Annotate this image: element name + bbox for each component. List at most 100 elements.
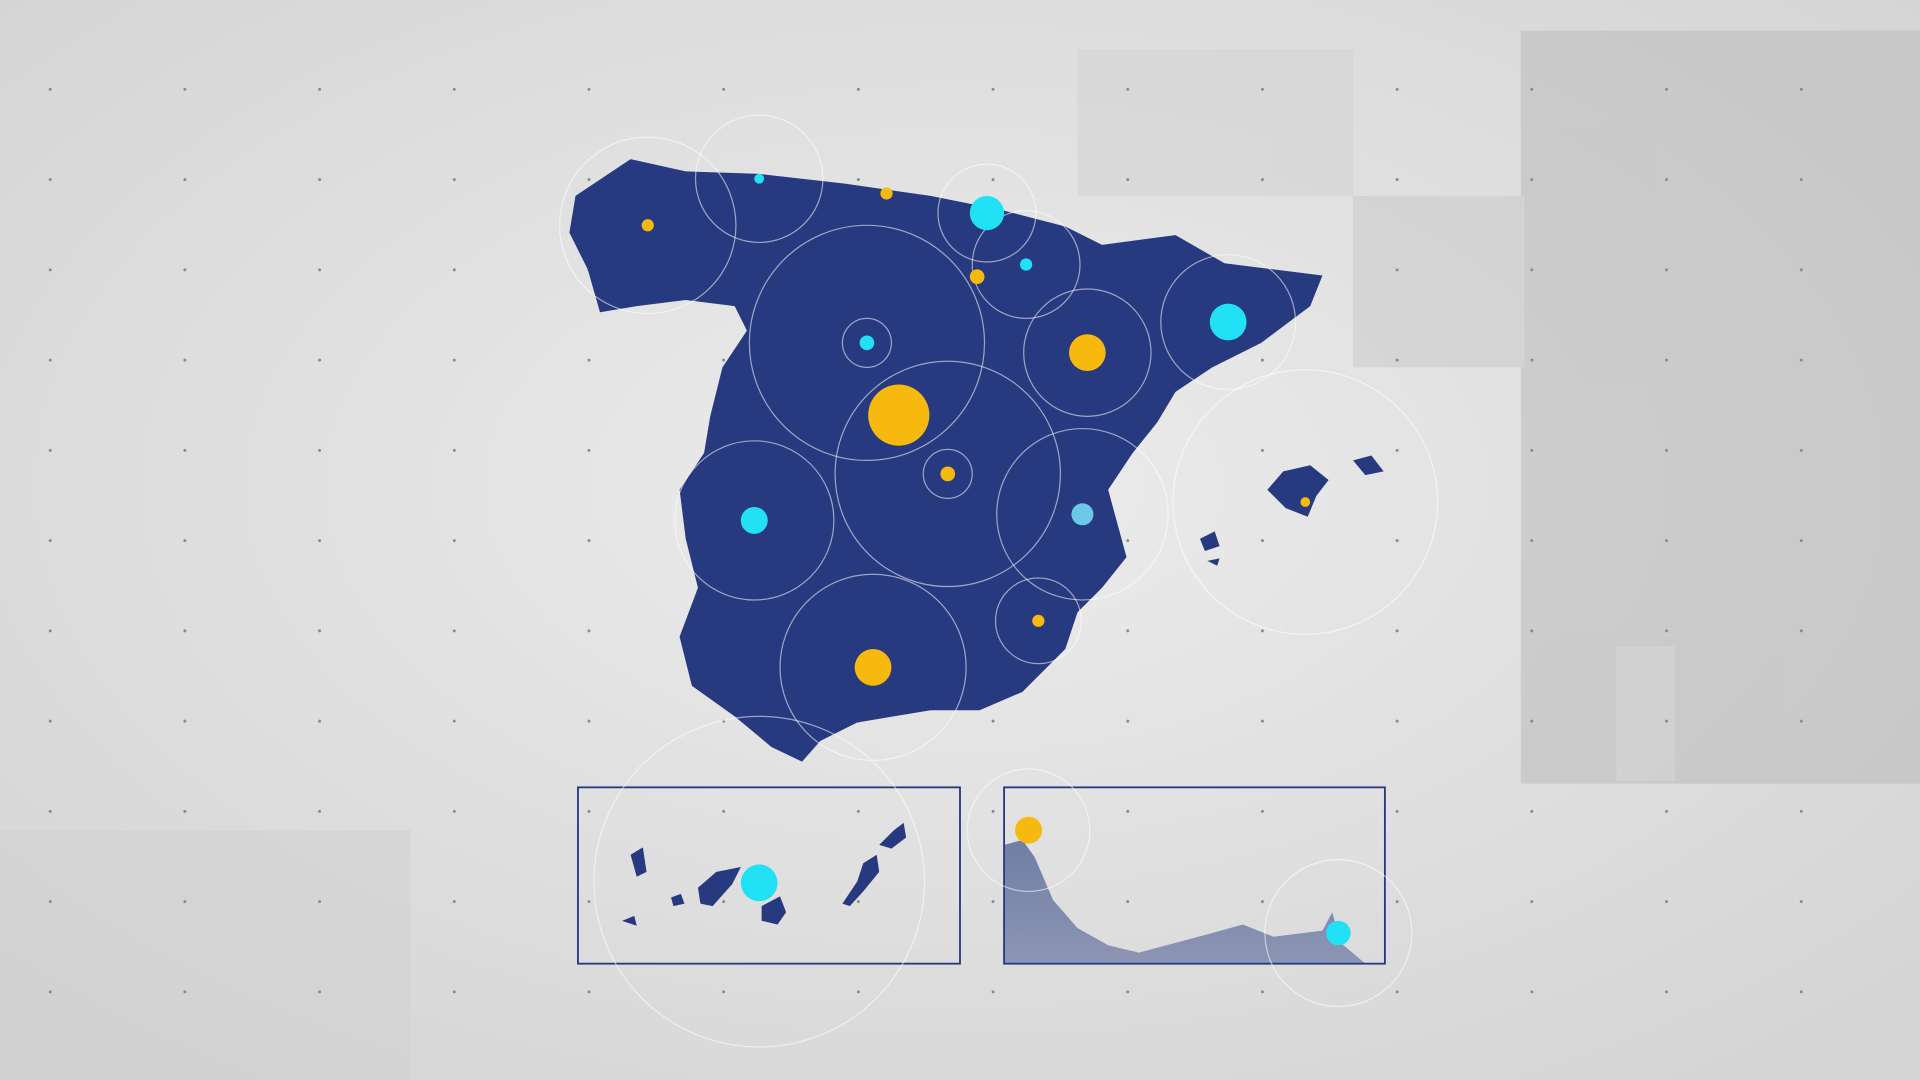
grid-dot [1665,358,1669,362]
grid-dot [48,358,52,362]
grid-dot [48,539,52,543]
grid-dot [48,900,52,904]
grid-dot [1665,809,1669,813]
grid-dot [183,358,187,362]
grid-dot [991,87,995,91]
grid-dot [1665,178,1669,182]
menorca [1353,455,1384,476]
grid-dot [1260,719,1264,723]
grid-dot [183,87,187,91]
grid-dot [183,268,187,272]
grid-dot [452,358,456,362]
grid-dot [587,448,591,452]
grid-dot [1260,990,1264,994]
grid-dot [1530,358,1534,362]
grid-dot [587,358,591,362]
grid-dot [1530,539,1534,543]
grid-dot [1260,629,1264,633]
grid-dot [856,178,860,182]
grid-dot [856,87,860,91]
background-panels [0,30,1920,1080]
grid-dot [1395,990,1399,994]
grid-dot [1126,809,1130,813]
grid-dot [1530,178,1534,182]
grid-dot [722,990,726,994]
grid-dot [1126,539,1130,543]
grid-dot [48,629,52,633]
grid-dot [48,268,52,272]
grid-dot [1395,358,1399,362]
grid-dot [183,448,187,452]
grid-dot [1395,539,1399,543]
grid-dot [452,990,456,994]
canary-inset [577,715,961,1048]
grid-dot [1799,629,1803,633]
grid-dot [1799,448,1803,452]
grid-dot [1530,448,1534,452]
grid-dot [1395,87,1399,91]
grid-dot [587,719,591,723]
grid-dot [318,87,322,91]
grid-dot [1665,900,1669,904]
grid-dot [452,719,456,723]
grid-dot [1799,990,1803,994]
grid-dot [1530,900,1534,904]
grid-dot [452,809,456,813]
grid-dot [183,719,187,723]
grid-dot [452,178,456,182]
grid-dot [1395,719,1399,723]
ibiza [1200,531,1220,552]
grid-dot [48,809,52,813]
grid-dot [1665,629,1669,633]
grid-dot [1260,809,1264,813]
grid-dot [48,87,52,91]
grid-dot [1126,719,1130,723]
grid-dot [991,900,995,904]
grid-dot [183,539,187,543]
grid-dot [587,900,591,904]
grid-dot [722,900,726,904]
grid-dot [1126,900,1130,904]
grid-dot [452,629,456,633]
grid-dot [1395,448,1399,452]
grid-dot [1665,448,1669,452]
grid-dot [452,539,456,543]
grid-dot [318,358,322,362]
grid-dot [1395,178,1399,182]
grid-dot [1665,719,1669,723]
grid-dot [722,809,726,813]
grid-dot [318,178,322,182]
grid-dot [1799,87,1803,91]
grid-dot [991,178,995,182]
grid-dot [991,809,995,813]
grid-dot [1530,990,1534,994]
grid-dot [1530,268,1534,272]
grid-dot [1395,809,1399,813]
grid-dot [1799,178,1803,182]
grid-dot [1530,809,1534,813]
grid-dot [1799,358,1803,362]
grid-dot [1665,990,1669,994]
mallorca [1267,465,1329,517]
markers [641,173,1311,686]
grid-dot [1799,900,1803,904]
grid-dot [452,448,456,452]
grid-dot [318,448,322,452]
grid-dot [1260,900,1264,904]
grid-dot [587,990,591,994]
grid-dot [1799,719,1803,723]
grid-dot [183,990,187,994]
grid-dot [1126,629,1130,633]
grid-dot [318,268,322,272]
grid-dot [1260,358,1264,362]
grid-dot [318,809,322,813]
grid-dot [587,87,591,91]
grid-dot [318,539,322,543]
rings [558,114,1439,762]
grid-dot [856,990,860,994]
grid-dot [318,629,322,633]
grid-dot [587,629,591,633]
grid-dot [722,87,726,91]
grid-dot [1799,809,1803,813]
